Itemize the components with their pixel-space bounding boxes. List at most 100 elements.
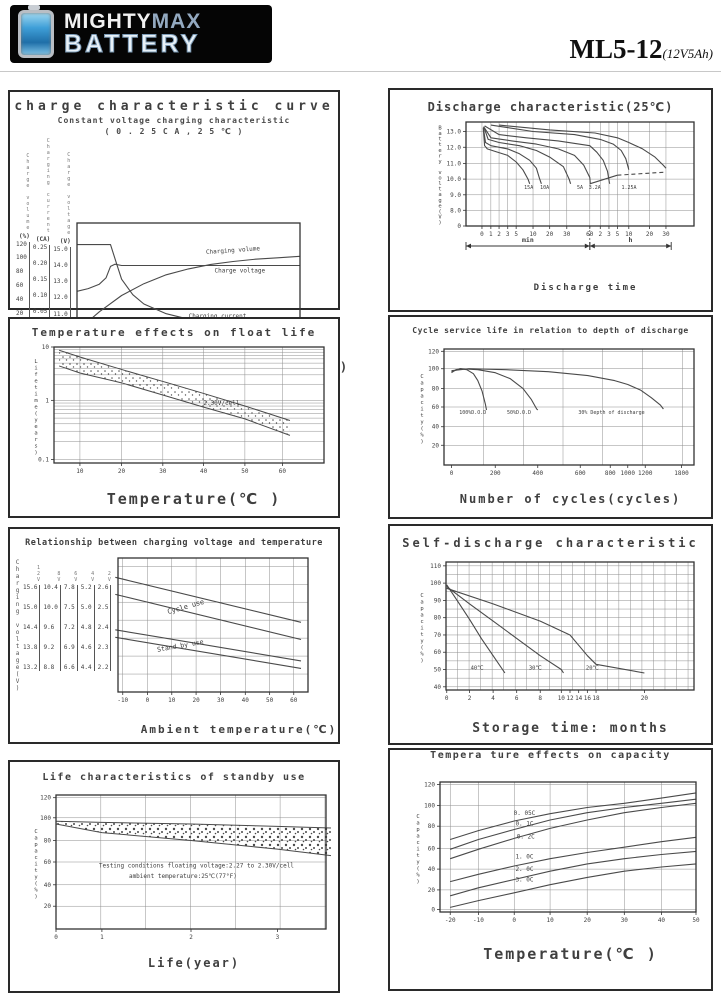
svg-text:9.0: 9.0 — [450, 192, 461, 199]
svg-text:110: 110 — [430, 563, 441, 570]
chart-xlabel: Discharge time — [533, 283, 638, 293]
charging-voltage-side-label: Charging voltage(V) — [14, 559, 21, 692]
svg-text:p: p — [420, 606, 423, 612]
svg-text:60: 60 — [434, 649, 442, 656]
svg-text:16: 16 — [584, 695, 592, 702]
svg-text:o: o — [438, 176, 441, 182]
svg-text:3: 3 — [276, 934, 280, 941]
svg-text:20: 20 — [432, 442, 440, 449]
svg-text:i: i — [416, 846, 419, 852]
axis-column: 6V 7.8 7.5 7.2 6.9 6.6 — [64, 571, 79, 722]
svg-text:80: 80 — [428, 823, 436, 830]
svg-text:100: 100 — [424, 802, 435, 809]
svg-text:B: B — [438, 126, 442, 132]
svg-text:a: a — [420, 393, 423, 399]
svg-text:e: e — [34, 404, 37, 410]
svg-text:4: 4 — [491, 695, 495, 702]
svg-text:0. 2C: 0. 2C — [517, 834, 535, 841]
model-spec: (12V5Ah) — [662, 46, 713, 61]
svg-text:Cycle use: Cycle use — [167, 598, 206, 616]
axis-ticks: 10.4 10.0 9.6 9.2 8.8 — [43, 585, 61, 671]
svg-text:h: h — [629, 236, 633, 244]
svg-text:-10: -10 — [473, 917, 484, 924]
svg-text:40: 40 — [428, 866, 436, 873]
panel-self-discharge: Self-discharge characteristic 0 2 4 6 8 10 12 1… — [388, 524, 713, 745]
chart-xlabel: Ambient temperature(℃) — [140, 723, 338, 736]
svg-text:y: y — [420, 419, 424, 425]
svg-text:5A: 5A — [577, 185, 583, 191]
svg-text:y: y — [416, 859, 420, 865]
svg-text:a: a — [438, 192, 441, 198]
svg-text:30: 30 — [621, 917, 629, 924]
svg-text:20: 20 — [641, 695, 649, 702]
svg-text:v: v — [438, 170, 442, 176]
svg-text:a: a — [420, 612, 423, 618]
panel-cycle-life: Cycle service life in relation to depth … — [388, 315, 713, 519]
svg-text:): ) — [420, 439, 423, 445]
svg-text:2: 2 — [189, 934, 193, 941]
svg-text:a: a — [34, 848, 37, 854]
svg-text:5: 5 — [514, 231, 518, 238]
svg-text:%: % — [416, 872, 420, 878]
svg-text:1: 1 — [489, 231, 493, 238]
panel-standby-life: Life characteristics of standby use 0 1 2 3… — [8, 760, 340, 993]
svg-text:1800: 1800 — [674, 470, 689, 477]
svg-text:50: 50 — [692, 917, 700, 924]
svg-text:y: y — [34, 874, 38, 880]
svg-text:a: a — [420, 599, 423, 605]
svg-text:i: i — [420, 625, 423, 631]
svg-text:80: 80 — [432, 385, 440, 392]
svg-text:i: i — [420, 406, 423, 412]
svg-text:(: ( — [438, 209, 441, 215]
svg-text:C: C — [420, 374, 423, 380]
chart-title: Life characteristics of standby use — [42, 772, 306, 783]
svg-text:18: 18 — [592, 695, 600, 702]
chart-title: Relationship between charging voltage an… — [25, 538, 323, 548]
svg-text:t: t — [34, 385, 37, 391]
svg-text:30℃: 30℃ — [529, 665, 542, 672]
svg-text:60: 60 — [291, 697, 299, 704]
svg-text:12: 12 — [566, 695, 574, 702]
svg-text:90: 90 — [434, 597, 442, 604]
svg-text:3: 3 — [607, 231, 611, 238]
svg-text:50: 50 — [434, 667, 442, 674]
svg-text:a: a — [416, 820, 419, 826]
svg-text:40℃: 40℃ — [471, 665, 484, 672]
svg-text:40: 40 — [434, 684, 442, 691]
svg-text:60: 60 — [428, 845, 436, 852]
svg-text:10: 10 — [76, 468, 84, 475]
svg-text:L: L — [34, 359, 38, 365]
axis-ticks: 15.0 14.0 13.0 12.0 11.0 — [53, 246, 71, 318]
svg-text:100%D.O.D: 100%D.O.D — [459, 410, 486, 416]
svg-text:8.0: 8.0 — [450, 207, 461, 214]
svg-text:50: 50 — [266, 697, 274, 704]
axis-ticks: 15.6 15.0 14.4 13.8 13.2 — [23, 585, 41, 671]
svg-text:200: 200 — [490, 470, 501, 477]
svg-text:a: a — [34, 835, 37, 841]
svg-text:20: 20 — [44, 903, 52, 910]
model-number: ML5-12 — [569, 34, 663, 64]
svg-text:14: 14 — [575, 695, 583, 702]
battery-icon — [18, 5, 54, 58]
svg-text:30: 30 — [662, 231, 670, 238]
axis-column: Charge volume(%)120100806040200 — [16, 153, 31, 359]
chart-title: Cycle service life in relation to depth … — [412, 326, 689, 335]
svg-text:3: 3 — [506, 231, 510, 238]
axis-name: 2V — [106, 571, 113, 583]
svg-text:a: a — [416, 833, 419, 839]
svg-text:): ) — [420, 658, 423, 664]
svg-text:m: m — [34, 398, 38, 404]
svg-text:a: a — [420, 380, 423, 386]
svg-text:30% Depth of discharge: 30% Depth of discharge — [578, 410, 644, 416]
svg-text:i: i — [34, 861, 37, 867]
svg-text:0: 0 — [146, 697, 150, 704]
axis-column: 2V 2.6 2.5 2.4 2.3 2.2 — [98, 571, 112, 722]
svg-text:80: 80 — [434, 615, 442, 622]
brand-word-battery: BATTERY — [63, 30, 201, 58]
svg-text:y: y — [34, 417, 38, 423]
svg-text:5: 5 — [616, 231, 620, 238]
temperature-capacity-plot: -20 -10 0 10 20 30 40 50020406080100120Capacity… — [416, 781, 700, 924]
chart-subtitle: ( 0 . 2 5 C A , 2 5 ℃ ) — [104, 126, 244, 136]
svg-text:l: l — [438, 181, 441, 187]
